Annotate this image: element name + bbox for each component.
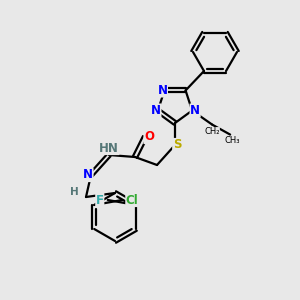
Text: S: S [173,139,181,152]
Text: CH₂: CH₂ [204,127,220,136]
Text: CH₃: CH₃ [224,136,240,145]
Text: O: O [144,130,154,143]
Text: H: H [70,187,78,197]
Text: F: F [96,194,104,206]
Text: N: N [158,84,167,97]
Text: N: N [151,104,161,117]
Text: N: N [190,104,200,117]
Text: Cl: Cl [126,194,139,206]
Text: N: N [83,169,93,182]
Text: HN: HN [99,142,119,154]
